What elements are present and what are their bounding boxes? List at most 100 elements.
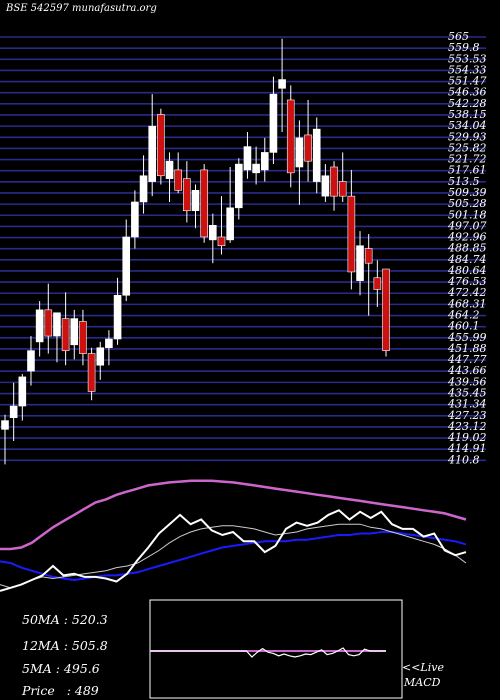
candle-body [304,134,312,162]
candle-body [330,166,338,197]
candle-body [79,321,87,354]
ma5-readout: 5MA : 495.6 [22,661,100,676]
candle-body [44,309,53,337]
price-tick-label: 497.07 [447,219,487,232]
price-tick-label: 410.8 [447,453,480,466]
candle-body [321,175,330,197]
price-readout: Price : 489 [22,683,99,698]
price-tick-label: 517.61 [448,164,487,177]
candle-body [113,294,122,340]
moving-average-panel [0,479,467,592]
price-tick-label: 551.47 [448,75,487,88]
candle-body [269,93,278,153]
price-tick-label: 427.23 [447,409,487,422]
candle-body [61,318,70,351]
candle-body [364,248,373,264]
price-tick-label: 476.53 [447,275,487,288]
price-tick-label: 455.99 [447,331,487,344]
price-tick-label: 534.04 [448,119,487,132]
price-tick-label: 468.31 [447,297,487,310]
price-tick-label: 513.5 [448,175,480,188]
ma12-line [0,531,467,582]
candle-body [286,99,295,174]
ma50-readout: 50MA : 520.3 [22,612,108,627]
candle-body [260,152,269,171]
candle-body [217,236,226,247]
candle-body [234,163,243,209]
candle-body [191,190,200,212]
macd-panel [149,599,403,699]
candle-body [96,347,105,366]
price-tick-label: 447.77 [447,353,487,366]
price-tick-label: 464.2 [447,309,480,322]
candle-body [226,207,234,241]
candle-body [209,225,217,241]
price-tick-label: 521.72 [448,153,487,166]
ma50-line [0,479,467,551]
price-grid [0,36,486,462]
candle-body [183,178,191,212]
price-tick-label: 529.93 [448,130,487,143]
candle-body [174,169,182,191]
price-tick-label: 525.82 [448,141,487,154]
candle-body [252,163,260,174]
candle-body [148,125,157,182]
price-tick-label: 451.88 [447,342,487,355]
price-tick-label: 553.53 [448,52,487,65]
price-axis: 565559.8553.53554.33551.47546.36542.2853… [447,30,487,466]
candle-body [53,312,61,337]
candle-body [278,79,286,89]
price-tick-label: 538.15 [448,108,487,121]
price-tick-label: 554.33 [448,63,487,76]
macd-title-label: MACD [404,676,441,689]
candle-body [295,137,304,168]
price-tick-label: 460.1 [447,320,480,333]
candle-body [243,146,252,171]
chart-title: BSE 542597 munafasutra.org [6,3,157,14]
candle-body [131,201,139,238]
candle-body [312,128,321,182]
candle-body [105,338,113,349]
price-tick-label: 509.39 [448,186,487,199]
candle-body [338,181,347,197]
price-tick-label: 439.56 [447,375,487,388]
price-tick-label: 505.28 [448,197,487,210]
candle-body [87,353,96,392]
price-tick-label: 546.36 [448,86,487,99]
candle-body [165,160,174,179]
candle-body [35,309,44,343]
price-tick-label: 501.18 [448,208,487,221]
candle-body [70,318,79,346]
candle-body [1,420,9,430]
macd-line [150,647,386,658]
price-tick-label: 443.66 [447,364,487,377]
ma12-readout: 12MA : 505.8 [22,638,108,653]
price-tick-label: 435.45 [447,387,487,400]
candlestick-series [1,38,390,465]
candle-body [27,350,35,372]
price-tick-label: 419.02 [447,431,487,444]
candle-body [356,245,364,281]
candle-body [139,175,148,203]
price-tick-label: 480.64 [447,264,487,277]
price-tick-label: 488.85 [447,242,487,255]
candle-body [382,268,390,351]
macd-live-label: <<Live [402,661,444,674]
candle-body [200,169,208,238]
ma-fast-line [0,523,467,589]
candle-body [347,195,356,273]
price-tick-label: 559.8 [448,41,480,54]
price-tick-label: 484.74 [447,253,487,266]
candle-body [18,376,27,407]
price-tick-label: 431.34 [447,398,487,411]
price-tick-label: 472.42 [447,286,487,299]
price-tick-label: 542.28 [448,97,487,110]
candle-body [157,114,165,177]
candle-body [373,277,382,290]
price-tick-label: 423.12 [447,420,487,433]
price-tick-label: 414.91 [447,442,487,455]
price-tick-label: 565 [448,30,469,43]
macd-frame [149,599,403,699]
candle-body [122,236,131,296]
